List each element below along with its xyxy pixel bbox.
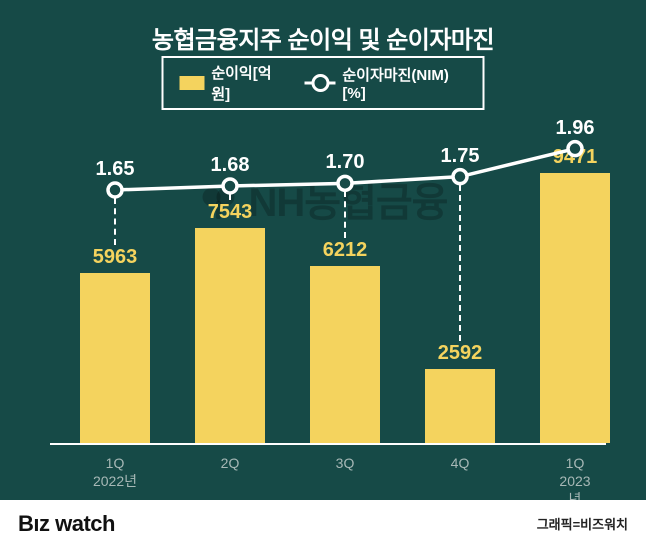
line-value-label: 1.96 [556, 117, 595, 140]
x-axis-label: 4Q [451, 454, 470, 472]
logo: Bız watch [18, 511, 115, 537]
line-marker [338, 176, 352, 190]
line-value-label: 1.68 [211, 154, 250, 177]
logo-suffix: z watch [39, 511, 115, 536]
chart-title: 농협금융지주 순이익 및 순이자마진 [0, 20, 646, 55]
line-value-label: 1.65 [96, 158, 135, 181]
x-axis-label: 2Q [221, 454, 240, 472]
chart-area: 농협금융지주 순이익 및 순이자마진 순이익[억원] 순이자마진(NIM)[%]… [0, 0, 646, 500]
line-marker [108, 183, 122, 197]
line-marker [568, 142, 582, 156]
plot-area: 59637543621225929471 1.651.681.701.751.9… [50, 100, 606, 445]
legend-label-bar: 순이익[억원] [211, 62, 286, 104]
credit: 그래픽=비즈워치 [537, 514, 628, 533]
line-value-label: 1.70 [326, 151, 365, 174]
legend-swatch-line [305, 76, 336, 90]
logo-prefix: B [18, 511, 33, 536]
line-marker [223, 179, 237, 193]
legend-swatch-bar [180, 76, 205, 90]
legend-label-line: 순이자마진(NIM)[%] [342, 64, 466, 102]
line-value-label: 1.75 [441, 145, 480, 168]
legend-item-bar: 순이익[억원] [180, 62, 287, 104]
x-axis-labels: 1Q2022년2Q3Q4Q1Q2023년 [50, 448, 606, 498]
x-axis-label: 1Q2022년 [93, 454, 137, 490]
legend-item-line: 순이자마진(NIM)[%] [305, 64, 467, 102]
x-axis-label: 3Q [336, 454, 355, 472]
line-marker [453, 170, 467, 184]
footer: Bız watch 그래픽=비즈워치 [0, 500, 646, 547]
